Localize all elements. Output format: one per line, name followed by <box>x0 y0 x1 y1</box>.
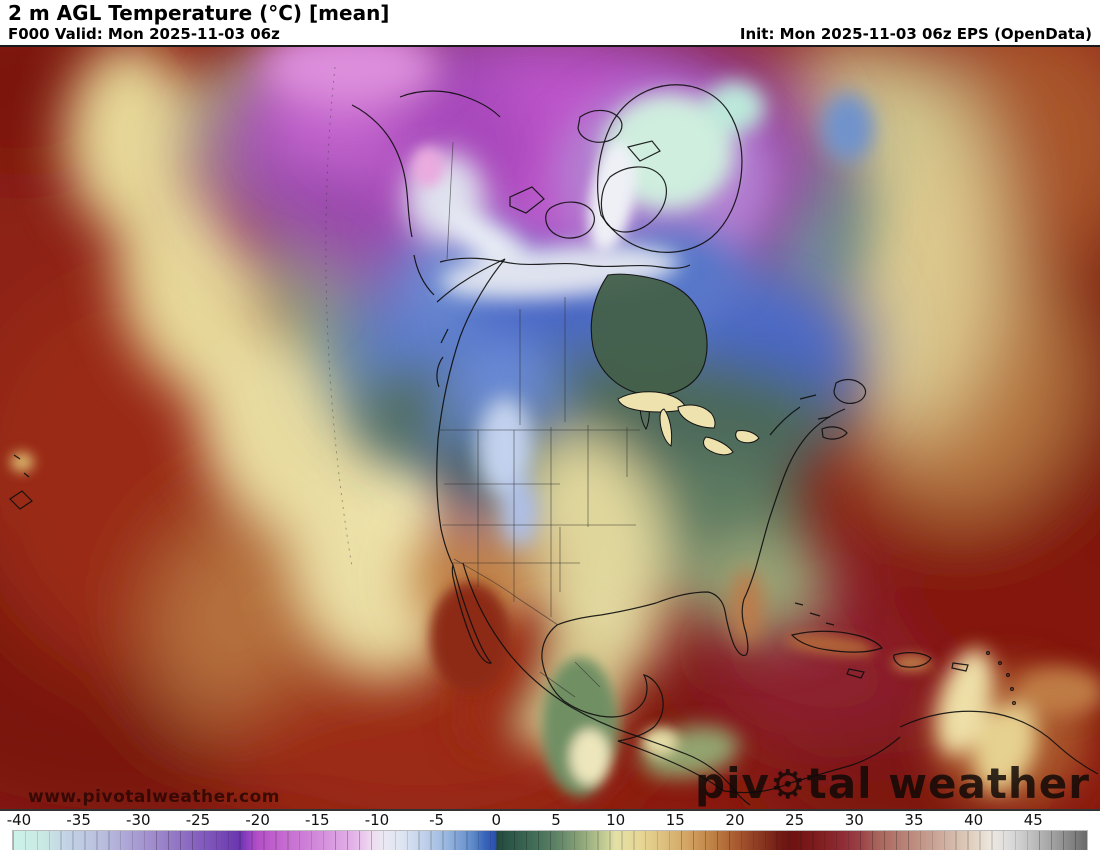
colorbar-tick: -25 <box>185 811 211 829</box>
logo-text-pre: piv <box>695 759 770 808</box>
watermark-url: www.pivotalweather.com <box>28 787 281 807</box>
colorbar-tick: 15 <box>665 811 685 829</box>
colorbar-tick: 20 <box>725 811 745 829</box>
init-time-label: Init: Mon 2025-11-03 06z EPS (OpenData) <box>739 25 1092 43</box>
colorbar-tick: 0 <box>491 811 502 829</box>
map-title: 2 m AGL Temperature (°C) [mean] <box>8 1 390 25</box>
gear-icon: ⚙ <box>769 762 807 808</box>
colorbar-tick: 40 <box>964 811 984 829</box>
colorbar-tick-labels: -40 -35 -30 -25 -20 -15 -10 -5 0 5 10 15 20 25 30 35 40 4… <box>7 811 1087 830</box>
colorbar-tick: -15 <box>305 811 330 829</box>
colorbar-tick: 10 <box>606 811 626 829</box>
logo-text-post: tal weather <box>806 759 1090 808</box>
colorbar-tick: 30 <box>844 811 864 829</box>
valid-time-label: F000 Valid: Mon 2025-11-03 06z <box>8 25 280 43</box>
colorbar-tick: -5 <box>429 811 445 829</box>
colorbar-tick: -40 <box>6 811 32 829</box>
temperature-map: www.pivotalweather.com piv⚙tal weather <box>0 45 1100 811</box>
watermark-logo: piv⚙tal weather <box>695 759 1090 808</box>
temperature-field-image <box>0 47 1100 809</box>
colorbar-tick: 45 <box>1023 811 1043 829</box>
colorbar-tick: -20 <box>245 811 270 829</box>
colorbar <box>12 830 1088 850</box>
colorbar-tick: 25 <box>785 811 805 829</box>
colorbar-cell-grid <box>13 831 1087 850</box>
colorbar-tick: -10 <box>364 811 390 829</box>
colorbar-tick: -30 <box>126 811 151 829</box>
colorbar-tick: 5 <box>551 811 561 829</box>
colorbar-tick: 35 <box>904 811 924 829</box>
header: 2 m AGL Temperature (°C) [mean] F000 Val… <box>0 0 1100 45</box>
colorbar-tick: -35 <box>66 811 91 829</box>
